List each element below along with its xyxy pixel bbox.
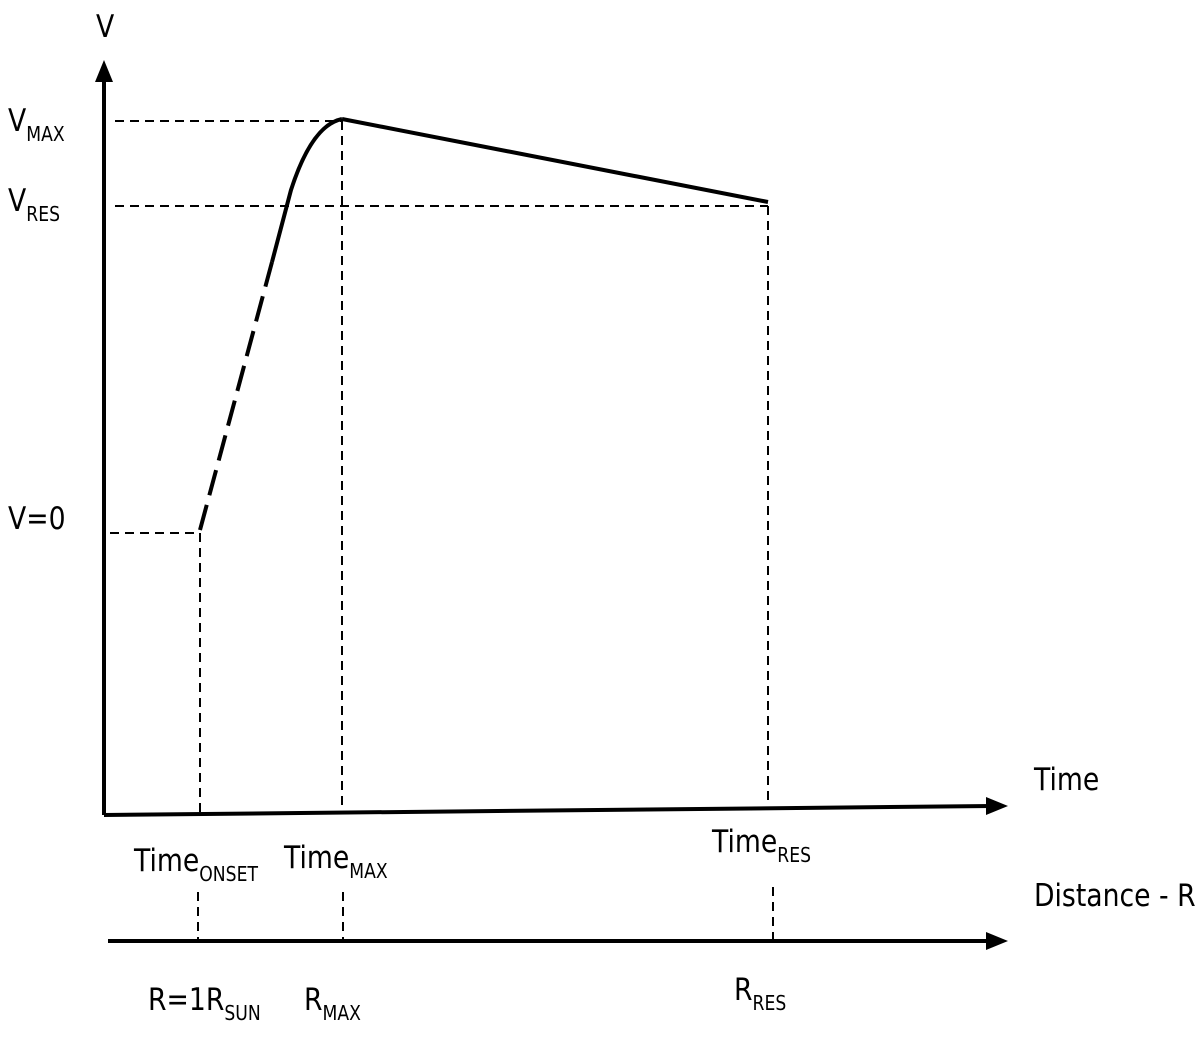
r-res-main: R [734, 972, 753, 1008]
time-res-sub: RES [777, 843, 811, 867]
velocity-curve-acceleration-dashed [198, 261, 274, 531]
v-res-label: VRES [8, 183, 60, 225]
time-onset-label: TimeONSET [134, 843, 258, 885]
distance-axis-label: Distance - R [1034, 878, 1196, 914]
time-max-main: Time [284, 840, 350, 876]
r-sun-main: R=1R [148, 982, 225, 1018]
time-onset-sub: ONSET [199, 862, 258, 886]
time-max-sub: MAX [349, 859, 388, 883]
x-axis-time-arrowhead [986, 797, 1008, 815]
v-res-main: V [8, 183, 27, 219]
r-max-main: R [304, 982, 323, 1018]
r-max-label: RMAX [304, 982, 361, 1024]
r-sun-label: R=1RSUN [148, 982, 261, 1024]
v-max-main: V [8, 103, 27, 139]
distance-axis-arrowhead [986, 932, 1008, 950]
time-onset-main: Time [134, 843, 200, 879]
time-res-label: TimeRES [712, 824, 811, 866]
y-axis-label: V [96, 9, 115, 45]
r-res-sub: RES [752, 991, 787, 1015]
r-max-sub: MAX [322, 1001, 361, 1025]
velocity-curve-rise [270, 117, 343, 263]
x-axis-time-label: Time [1034, 762, 1100, 798]
y-axis-arrowhead [95, 60, 113, 82]
r-res-label: RRES [734, 972, 786, 1014]
time-res-main: Time [712, 824, 778, 860]
v-max-label: VMAX [8, 103, 65, 145]
velocity-curve-deceleration [341, 117, 769, 204]
v-zero-label: V=0 [8, 501, 66, 537]
x-axis-time [103, 804, 993, 817]
time-max-label: TimeMAX [284, 840, 388, 882]
r-sun-sub: SUN [224, 1001, 261, 1025]
v-res-sub: RES [26, 202, 60, 226]
v-max-sub: MAX [26, 122, 65, 146]
